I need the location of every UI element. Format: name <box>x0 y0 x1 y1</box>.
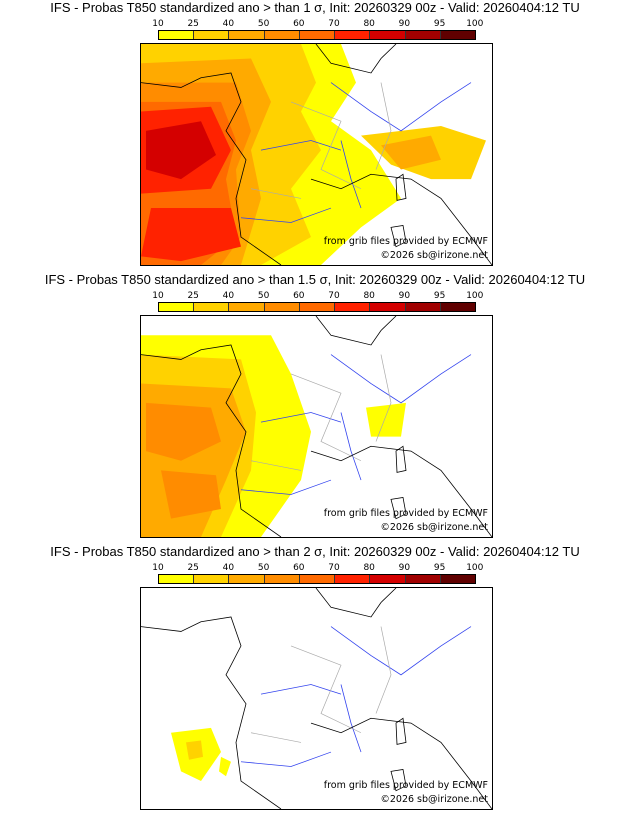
colorbar-swatch <box>335 575 371 583</box>
colorbar-tick-label: 25 <box>187 563 199 573</box>
panel-title: IFS - Probas T850 standardized ano > tha… <box>50 544 580 559</box>
colorbar-swatch <box>264 303 300 311</box>
colorbar-swatch <box>370 31 406 39</box>
colorbar-tick-label: 25 <box>187 19 199 29</box>
colorbar-tick-label: 70 <box>328 19 340 29</box>
colorbar-tick-label: 40 <box>222 563 235 573</box>
colorbar-swatch <box>229 575 265 583</box>
colorbar-tick-label: 70 <box>328 291 340 301</box>
probability-map: from grib files provided by ECMWF ©2026 … <box>140 587 493 810</box>
colorbar-swatch <box>299 575 336 583</box>
source-credit: from grib files provided by ECMWF <box>323 508 488 519</box>
colorbar-tick-label: 100 <box>466 291 484 301</box>
colorbar-tick-label: 40 <box>222 291 235 301</box>
map-panel: IFS - Probas T850 standardized ano > tha… <box>0 272 630 540</box>
source-credit: from grib files provided by ECMWF <box>323 236 488 247</box>
colorbar-tick-label: 70 <box>328 563 340 573</box>
colorbar-tick-label: 60 <box>293 19 305 29</box>
colorbar-swatch <box>335 303 371 311</box>
colorbar-tick-label: 95 <box>433 563 446 573</box>
map-field <box>141 588 492 809</box>
map-panel: IFS - Probas T850 standardized ano > tha… <box>0 0 630 268</box>
colorbar-swatch <box>194 31 230 39</box>
colorbar-swatch <box>229 31 265 39</box>
colorbar-swatch <box>335 31 371 39</box>
colorbar-tick-label: 90 <box>398 19 411 29</box>
colorbar-swatch <box>159 31 195 39</box>
colorbar: 10 25 40 50 60 70 80 90 95 100 <box>152 563 483 584</box>
colorbar-tick-label: 60 <box>293 563 305 573</box>
colorbar-swatch <box>405 575 441 583</box>
colorbar-tick-label: 50 <box>257 19 270 29</box>
colorbar-tick-label: 60 <box>293 291 305 301</box>
colorbar-swatch <box>194 575 230 583</box>
colorbar-tick-label: 95 <box>433 291 446 301</box>
colorbar-swatch <box>405 303 441 311</box>
colorbar-swatch <box>264 575 300 583</box>
colorbar-tick-label: 50 <box>257 563 270 573</box>
colorbar-tick-label: 50 <box>257 291 270 301</box>
colorbar-swatch <box>159 303 195 311</box>
copyright: ©2026 sb@irizone.net <box>380 250 488 261</box>
probability-map: from grib files provided by ECMWF ©2026 … <box>140 315 493 538</box>
colorbar-tick-label: 10 <box>152 291 164 301</box>
colorbar-tick-label: 25 <box>187 291 199 301</box>
panel-title: IFS - Probas T850 standardized ano > tha… <box>44 272 586 287</box>
colorbar-swatch <box>370 303 406 311</box>
colorbar-swatch <box>299 31 336 39</box>
colorbar-tick-label: 100 <box>466 563 484 573</box>
colorbar-tick-label: 80 <box>363 291 375 301</box>
colorbar-swatch <box>440 575 475 583</box>
colorbar-swatch <box>264 31 300 39</box>
colorbar-tick-label: 10 <box>152 19 164 29</box>
colorbar-swatch <box>194 303 230 311</box>
probability-map: from grib files provided by ECMWF ©2026 … <box>140 43 493 266</box>
colorbar-swatch <box>440 303 475 311</box>
colorbar-swatch <box>299 303 336 311</box>
map-field <box>141 316 492 537</box>
colorbar: 10 25 40 50 60 70 80 90 95 100 <box>152 19 483 40</box>
colorbar-tick-label: 80 <box>363 19 375 29</box>
map-field <box>141 44 492 265</box>
colorbar-swatch <box>159 575 195 583</box>
panel-title: IFS - Probas T850 standardized ano > tha… <box>50 0 580 15</box>
colorbar: 10 25 40 50 60 70 80 90 95 100 <box>152 291 483 312</box>
colorbar-swatch <box>370 575 406 583</box>
map-panel: IFS - Probas T850 standardized ano > tha… <box>0 544 630 812</box>
colorbar-tick-label: 40 <box>222 19 235 29</box>
copyright: ©2026 sb@irizone.net <box>380 522 488 533</box>
colorbar-swatch <box>405 31 441 39</box>
colorbar-tick-label: 100 <box>466 19 484 29</box>
colorbar-tick-label: 80 <box>363 563 375 573</box>
colorbar-tick-label: 90 <box>398 291 411 301</box>
copyright: ©2026 sb@irizone.net <box>380 794 488 805</box>
source-credit: from grib files provided by ECMWF <box>323 780 488 791</box>
colorbar-tick-label: 90 <box>398 563 411 573</box>
colorbar-tick-label: 10 <box>152 563 164 573</box>
colorbar-tick-label: 95 <box>433 19 446 29</box>
colorbar-swatch <box>440 31 475 39</box>
colorbar-swatch <box>229 303 265 311</box>
